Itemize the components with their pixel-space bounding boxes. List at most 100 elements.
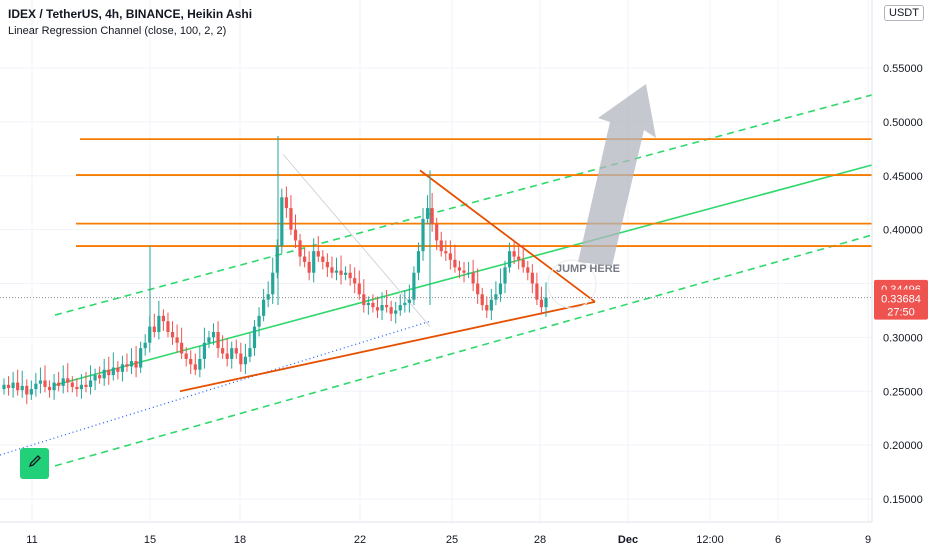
draw-tool-button[interactable] xyxy=(20,448,49,479)
candle-body xyxy=(234,348,238,354)
candle-body xyxy=(180,342,184,354)
last-price-label: 0.33684 xyxy=(881,294,921,306)
triangle-upper-line xyxy=(419,169,596,303)
candle-body xyxy=(20,385,24,391)
candle-body xyxy=(79,384,84,390)
candle-body xyxy=(207,337,211,343)
time-axis[interactable]: 11 15 18 22 25 28 Dec 12:00 6 9 xyxy=(0,521,872,546)
candle-body xyxy=(394,310,398,314)
candle-body xyxy=(512,251,516,257)
price-tick-label: 0.15000 xyxy=(883,494,923,506)
candle-body xyxy=(34,383,38,390)
projection-arrow[interactable] xyxy=(578,84,656,266)
candle-body xyxy=(357,283,361,295)
candle-body xyxy=(303,256,307,262)
candle-body xyxy=(88,380,93,387)
candle-body xyxy=(2,384,6,390)
jump-here-label: JUMP HERE xyxy=(556,263,620,275)
regression-upper-line xyxy=(54,94,873,316)
candle-body xyxy=(480,294,484,306)
candle-body xyxy=(325,261,329,268)
up-arrow-shape xyxy=(578,84,656,266)
candle-body xyxy=(93,375,97,381)
regression-center-line xyxy=(54,164,873,386)
candle-body xyxy=(321,256,325,262)
candle-body xyxy=(280,197,284,246)
candle-body xyxy=(120,364,125,372)
last-price-tag-bg xyxy=(874,289,928,320)
candle-body xyxy=(348,272,352,279)
countdown-label: 27:50 xyxy=(887,307,915,319)
candle-body xyxy=(416,251,421,273)
candle-body xyxy=(403,302,407,306)
candle-body xyxy=(211,331,216,338)
candle-body xyxy=(57,382,61,386)
candle-body xyxy=(25,385,29,395)
price-tick-label: 0.55000 xyxy=(883,63,923,75)
candle-body xyxy=(230,348,234,359)
time-tick-label: 28 xyxy=(534,534,546,546)
candle-body xyxy=(257,315,261,327)
candle-body xyxy=(266,294,270,300)
candle-body xyxy=(157,315,161,332)
candle-body xyxy=(184,353,188,359)
candle-body xyxy=(462,270,466,273)
candle-body xyxy=(384,305,389,308)
candle-body xyxy=(6,384,11,389)
candle-body xyxy=(507,251,512,268)
candle-body xyxy=(389,307,393,314)
candle-body xyxy=(38,380,43,384)
candle-body xyxy=(111,367,115,376)
time-tick-label: 22 xyxy=(354,534,366,546)
candle-body xyxy=(375,307,380,311)
candle-body xyxy=(448,253,452,260)
candle-body xyxy=(243,356,247,365)
triangle-pattern[interactable]: JUMP HERE xyxy=(179,169,620,393)
candle-body xyxy=(252,326,257,349)
candle-body xyxy=(198,358,202,370)
candle-body xyxy=(343,272,348,275)
time-tick-label: 11 xyxy=(26,534,37,546)
chart-title: IDEX / TetherUS, 4h, BINANCE, Heikin Ash… xyxy=(8,7,253,21)
candle-body xyxy=(216,331,220,349)
time-tick-label: 12:00 xyxy=(696,534,724,546)
price-axis-bg xyxy=(872,0,932,550)
candle-body xyxy=(116,367,120,372)
currency-selector[interactable]: USDT xyxy=(884,5,924,21)
candle-body xyxy=(334,270,339,273)
candle-body xyxy=(225,353,229,359)
candle-body xyxy=(284,197,288,209)
candle-body xyxy=(412,272,416,300)
price-tick-label: 0.50000 xyxy=(883,117,923,129)
regression-lower-line xyxy=(54,234,873,467)
candle-body xyxy=(535,283,539,300)
candle-body xyxy=(298,240,302,257)
candle-body xyxy=(430,208,434,225)
candle-body xyxy=(248,348,252,357)
price-axis[interactable]: 0.550000.500000.450000.400000.350000.300… xyxy=(871,0,932,550)
candle-body xyxy=(125,364,129,367)
candle-body xyxy=(66,378,70,383)
candle-body xyxy=(471,272,475,284)
candle-body xyxy=(421,218,425,252)
candle-body xyxy=(457,267,462,271)
triangle-lower-line xyxy=(179,300,596,393)
candle-body xyxy=(221,348,225,354)
price-tick-label: 0.20000 xyxy=(883,440,923,452)
candle-body xyxy=(380,305,384,311)
candle-body xyxy=(70,382,74,387)
candle-body xyxy=(170,331,175,338)
indicator-label[interactable]: Linear Regression Channel (close, 100, 2… xyxy=(8,25,227,37)
candle-body xyxy=(134,361,138,368)
candle-body xyxy=(339,270,343,275)
candle-body xyxy=(47,386,52,391)
time-tick-label: 25 xyxy=(446,534,458,546)
candle-body xyxy=(517,256,521,260)
candle-body xyxy=(271,272,275,295)
candle-body xyxy=(425,208,430,219)
time-tick-label: 6 xyxy=(775,534,781,546)
candle-body xyxy=(189,358,193,365)
horizontal-levels[interactable]: 0.483990.450630.405600.38476 xyxy=(76,131,928,255)
